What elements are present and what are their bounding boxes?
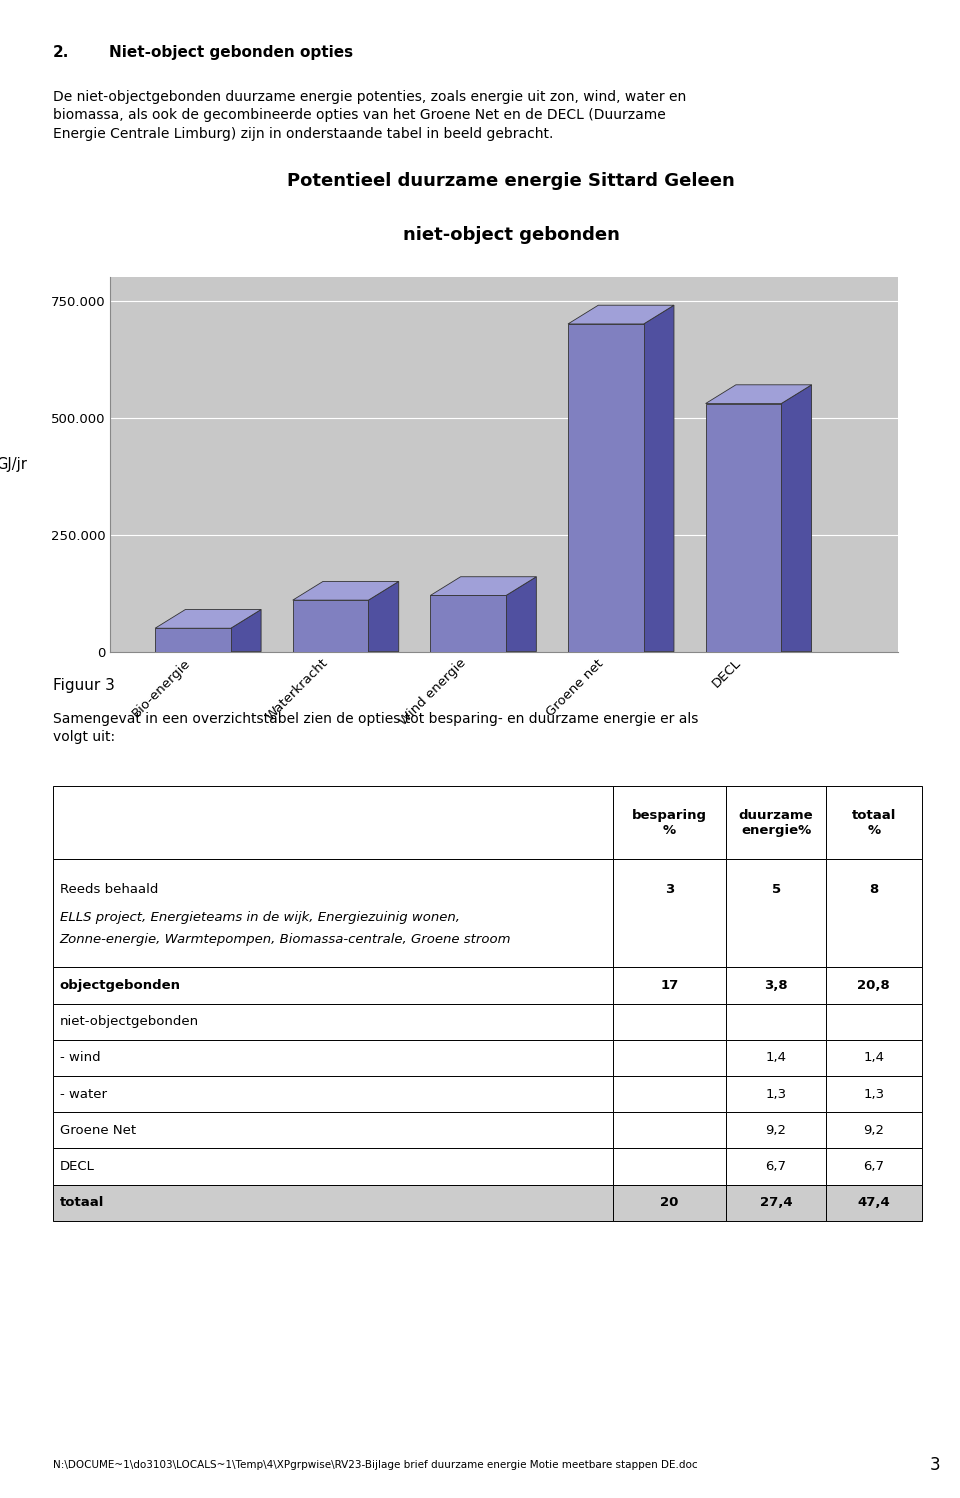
Bar [53, 1004, 613, 1040]
Text: 1,3: 1,3 [863, 1088, 884, 1101]
Text: 9,2: 9,2 [765, 1124, 786, 1137]
Text: totaal
%: totaal % [852, 809, 896, 837]
Bar [613, 786, 726, 858]
Text: ELLS project, Energieteams in de wijk, Energiezuinig wonen,: ELLS project, Energieteams in de wijk, E… [60, 911, 460, 924]
Polygon shape [706, 385, 811, 403]
Bar [726, 1185, 826, 1221]
Text: DECL: DECL [60, 1159, 95, 1173]
Bar [613, 1149, 726, 1185]
Text: duurzame
energie%: duurzame energie% [739, 809, 813, 837]
Bar [826, 1185, 922, 1221]
Text: objectgebonden: objectgebonden [60, 980, 180, 992]
Text: 2.: 2. [53, 45, 69, 60]
Bar [613, 1040, 726, 1076]
Text: Niet-object gebonden opties: Niet-object gebonden opties [109, 45, 353, 60]
Bar [613, 858, 726, 968]
Polygon shape [230, 610, 261, 652]
Polygon shape [369, 581, 398, 652]
Text: niet-objectgebonden: niet-objectgebonden [60, 1016, 199, 1028]
Bar [726, 1076, 826, 1112]
Bar [726, 968, 826, 1004]
Bar [826, 1112, 922, 1149]
Polygon shape [430, 577, 537, 596]
Bar [726, 858, 826, 968]
Bar [53, 786, 613, 858]
Text: 20,8: 20,8 [857, 980, 890, 992]
Polygon shape [568, 306, 674, 324]
Text: 1,3: 1,3 [765, 1088, 786, 1101]
Bar [613, 1185, 726, 1221]
Bar [53, 858, 613, 968]
Polygon shape [430, 596, 506, 652]
Polygon shape [293, 601, 369, 652]
Text: 9,2: 9,2 [863, 1124, 884, 1137]
Bar [826, 1076, 922, 1112]
Text: 27,4: 27,4 [759, 1197, 792, 1209]
Text: Groene Net: Groene Net [60, 1124, 136, 1137]
Bar [726, 1004, 826, 1040]
Bar [613, 1004, 726, 1040]
Text: N:\DOCUME~1\do3103\LOCALS~1\Temp\4\XPgrpwise\RV23-Bijlage brief duurzame energie: N:\DOCUME~1\do3103\LOCALS~1\Temp\4\XPgrp… [53, 1461, 697, 1470]
Text: 20: 20 [660, 1197, 679, 1209]
Text: 1,4: 1,4 [863, 1052, 884, 1065]
Bar [53, 1185, 613, 1221]
Bar [53, 1076, 613, 1112]
Text: 1,4: 1,4 [765, 1052, 786, 1065]
Bar [726, 1040, 826, 1076]
Polygon shape [293, 581, 398, 601]
Text: - wind: - wind [60, 1052, 101, 1065]
Text: - water: - water [60, 1088, 107, 1101]
Text: 6,7: 6,7 [765, 1159, 786, 1173]
Polygon shape [156, 610, 261, 628]
Text: 47,4: 47,4 [857, 1197, 890, 1209]
Bar [613, 1112, 726, 1149]
Bar [826, 786, 922, 858]
Bar [53, 1149, 613, 1185]
Text: Samengevat in een overzichtstabel zien de opties tot besparing- en duurzame ener: Samengevat in een overzichtstabel zien d… [53, 712, 698, 745]
Bar [826, 858, 922, 968]
Bar [826, 1040, 922, 1076]
Text: Zonne-energie, Warmtepompen, Biomassa-centrale, Groene stroom: Zonne-energie, Warmtepompen, Biomassa-ce… [60, 933, 512, 945]
Text: 3,8: 3,8 [764, 980, 788, 992]
Polygon shape [156, 628, 230, 652]
Text: 3: 3 [665, 882, 674, 896]
Polygon shape [506, 577, 537, 652]
Bar [826, 1004, 922, 1040]
Text: Potentieel duurzame energie Sittard Geleen: Potentieel duurzame energie Sittard Gele… [287, 172, 735, 190]
Bar [53, 968, 613, 1004]
Text: besparing
%: besparing % [632, 809, 708, 837]
Y-axis label: GJ/jr: GJ/jr [0, 457, 28, 472]
Bar [613, 1076, 726, 1112]
Bar [826, 968, 922, 1004]
Bar [53, 1112, 613, 1149]
Polygon shape [781, 385, 811, 652]
Text: 8: 8 [869, 882, 878, 896]
Bar [826, 1149, 922, 1185]
Text: 17: 17 [660, 980, 679, 992]
Text: 3: 3 [930, 1456, 941, 1474]
Bar [613, 968, 726, 1004]
Text: 5: 5 [772, 882, 780, 896]
Polygon shape [706, 403, 781, 652]
Text: 6,7: 6,7 [863, 1159, 884, 1173]
Text: totaal: totaal [60, 1197, 104, 1209]
Text: Figuur 3: Figuur 3 [53, 677, 114, 694]
Bar [726, 1112, 826, 1149]
Polygon shape [568, 324, 644, 652]
Text: niet-object gebonden: niet-object gebonden [403, 226, 619, 244]
Bar [726, 1149, 826, 1185]
Text: De niet-objectgebonden duurzame energie potenties, zoals energie uit zon, wind, : De niet-objectgebonden duurzame energie … [53, 90, 686, 141]
Text: Reeds behaald: Reeds behaald [60, 882, 158, 896]
Bar [726, 786, 826, 858]
Polygon shape [644, 306, 674, 652]
Bar [53, 1040, 613, 1076]
